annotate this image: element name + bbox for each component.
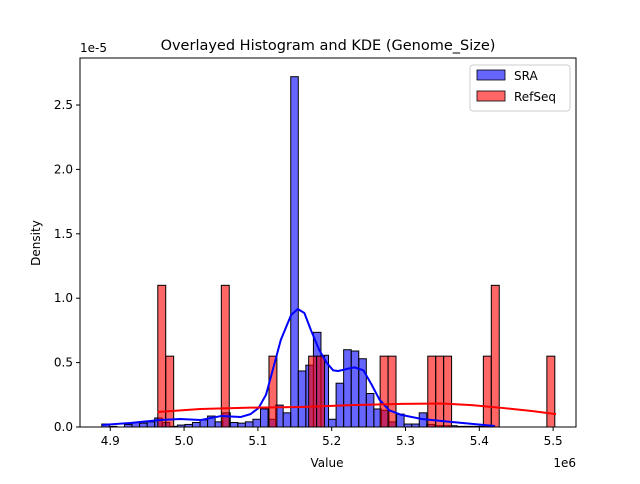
bar-refseq-20 bbox=[316, 355, 326, 428]
bar-refseq-1 bbox=[165, 355, 175, 428]
x-tick-label: 5.4 bbox=[470, 434, 489, 448]
y-offset-label: 1e-5 bbox=[80, 41, 107, 55]
bars-layer bbox=[101, 76, 556, 428]
bar-sra-21 bbox=[259, 408, 269, 428]
x-tick-label: 5.3 bbox=[396, 434, 415, 448]
bar-sra-17 bbox=[229, 421, 239, 428]
x-axis-label: Value bbox=[311, 456, 344, 470]
legend-label-sra: SRA bbox=[514, 69, 538, 83]
bar-sra-6 bbox=[146, 421, 156, 428]
kde-line-refseq bbox=[157, 402, 557, 416]
bar-refseq-42 bbox=[490, 284, 500, 428]
bar-refseq-35 bbox=[435, 355, 445, 428]
bar-sra-20 bbox=[252, 418, 261, 428]
bar-sra-24 bbox=[282, 412, 292, 428]
bar-sra-12 bbox=[191, 421, 201, 428]
bar-refseq-34 bbox=[427, 355, 437, 428]
bar-sra-30 bbox=[328, 418, 337, 428]
bar-sra-35 bbox=[365, 393, 375, 428]
legend: SRA RefSeq bbox=[469, 64, 571, 112]
bar-sra-19 bbox=[244, 421, 254, 428]
chart-title: Overlayed Histogram and KDE (Genome_Size… bbox=[161, 38, 496, 54]
x-tick-label: 5.2 bbox=[322, 434, 341, 448]
bar-refseq-19 bbox=[308, 355, 318, 428]
axes-frame bbox=[79, 57, 577, 428]
y-tick-label: 1.5 bbox=[54, 227, 73, 241]
y-tick-label: 2.5 bbox=[54, 98, 73, 112]
bar-refseq-41 bbox=[482, 355, 492, 428]
x-tick-label: 5.0 bbox=[175, 434, 194, 448]
bar-refseq-36 bbox=[443, 355, 453, 428]
bar-sra-33 bbox=[350, 350, 360, 428]
x-tick-label: 4.9 bbox=[101, 434, 120, 448]
bar-refseq-8 bbox=[220, 284, 230, 428]
bar-sra-32 bbox=[343, 349, 352, 428]
legend-swatch-refseq bbox=[476, 90, 506, 102]
x-tick-label: 5.5 bbox=[544, 434, 563, 448]
y-tick-label: 0.5 bbox=[54, 356, 73, 370]
kde-line-sra bbox=[102, 308, 495, 427]
y-tick-label: 2.0 bbox=[54, 162, 73, 176]
y-axis: 0.0 0.5 1.0 1.5 2.0 2.5 bbox=[54, 98, 80, 434]
x-tick-label: 5.1 bbox=[248, 434, 267, 448]
x-axis: 4.9 5.0 5.1 5.2 5.3 5.4 5.5 bbox=[101, 427, 563, 448]
x-offset-label: 1e6 bbox=[553, 456, 576, 470]
y-tick-label: 0.0 bbox=[54, 420, 73, 434]
kde-layer bbox=[102, 308, 557, 427]
bar-refseq-0 bbox=[157, 284, 167, 428]
y-tick-label: 1.0 bbox=[54, 291, 73, 305]
bar-sra-13 bbox=[199, 419, 209, 428]
bar-refseq-28 bbox=[379, 355, 389, 428]
legend-swatch-sra bbox=[476, 69, 506, 81]
bar-sra-18 bbox=[237, 422, 246, 428]
bar-refseq-49 bbox=[546, 355, 556, 428]
bar-sra-25 bbox=[290, 76, 299, 428]
bar-refseq-29 bbox=[387, 355, 397, 428]
bar-sra-26 bbox=[297, 370, 307, 428]
legend-label-refseq: RefSeq bbox=[514, 90, 556, 104]
y-axis-label: Density bbox=[29, 220, 43, 266]
bar-sra-5 bbox=[139, 422, 148, 428]
